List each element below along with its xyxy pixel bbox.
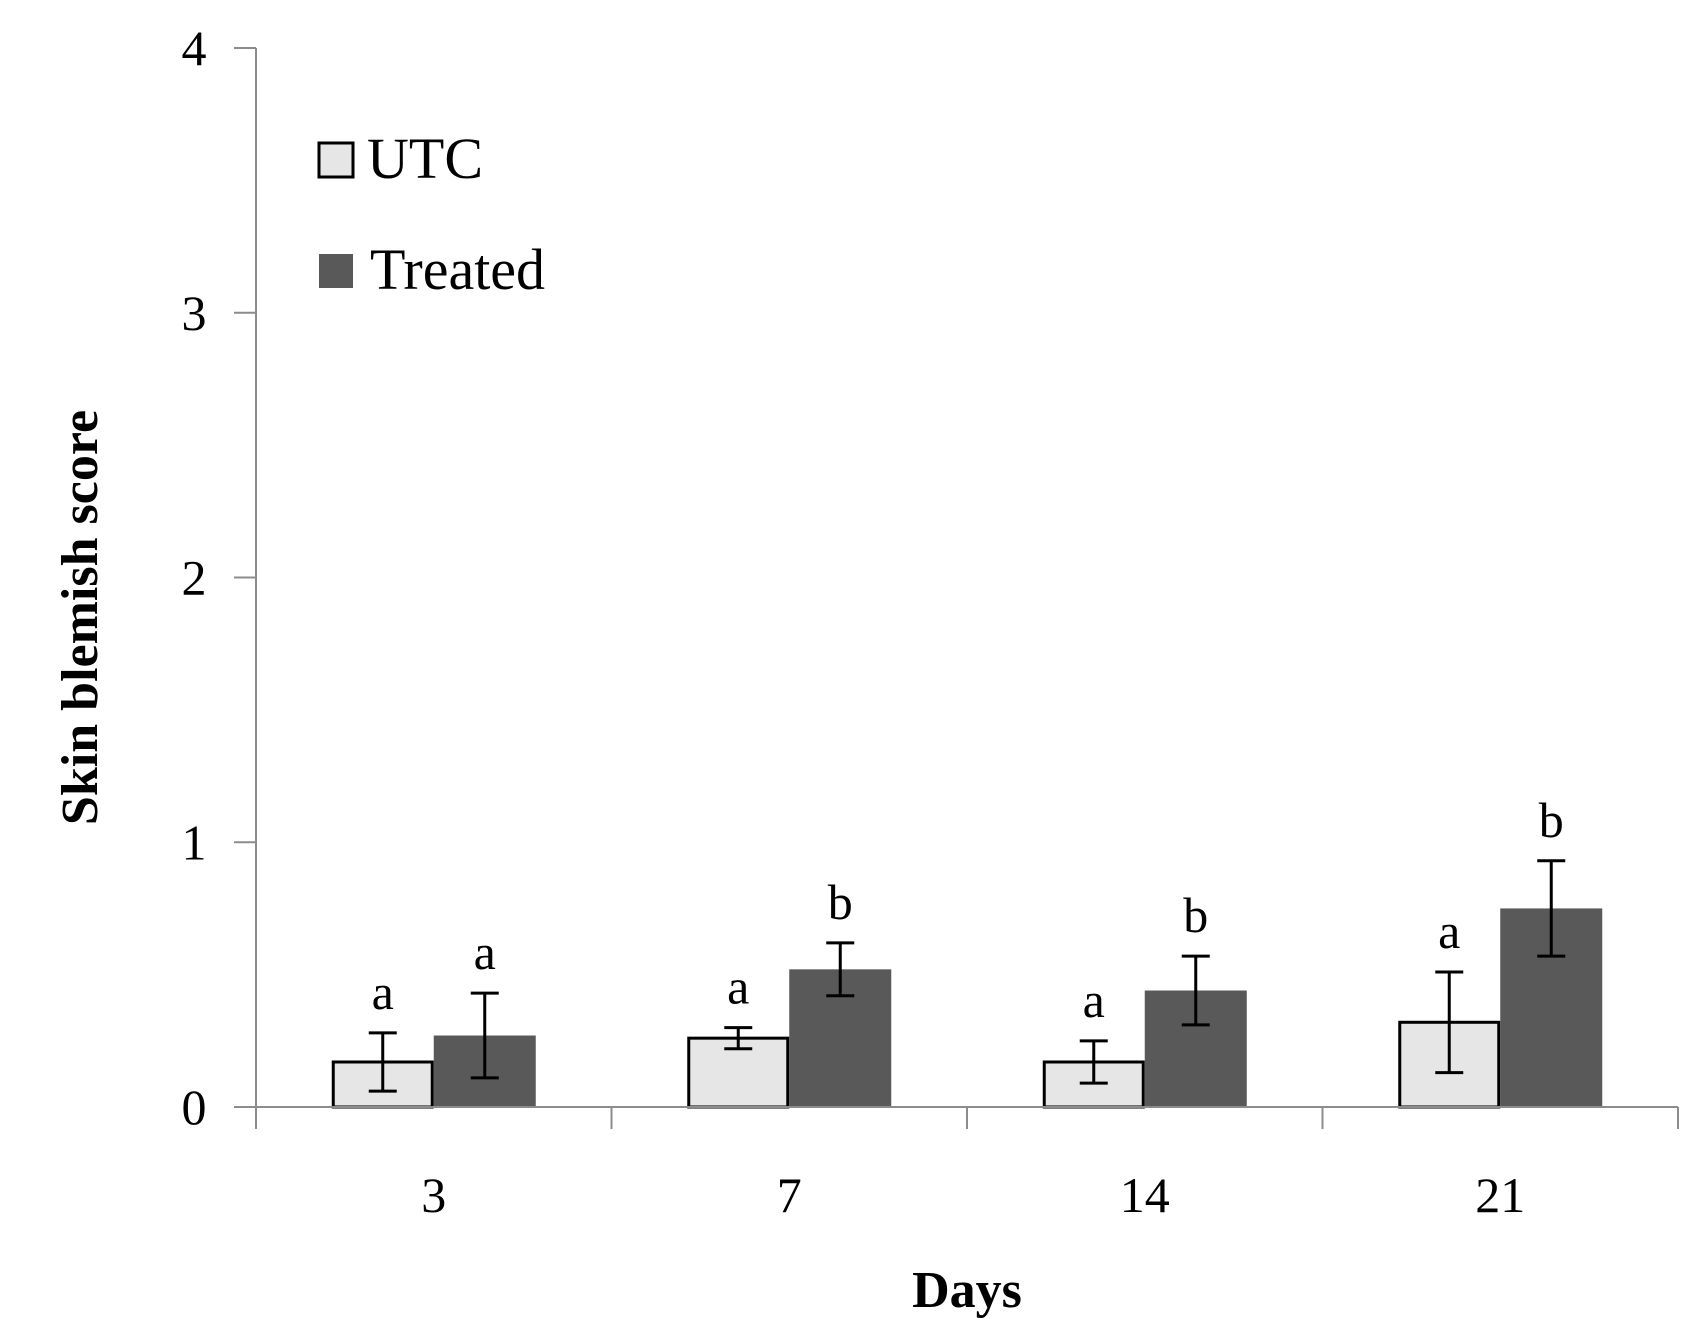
significance-letter: a [1083, 972, 1105, 1028]
x-tick-label: 3 [421, 1167, 446, 1223]
x-tick-label: 14 [1120, 1167, 1170, 1223]
y-tick-label: 1 [182, 814, 207, 870]
significance-letter: a [372, 964, 394, 1020]
x-tick-label: 21 [1475, 1167, 1525, 1223]
significance-letter: b [1183, 887, 1208, 943]
legend-label-utc: UTC [367, 126, 483, 191]
y-axis-title: Skin blemish score [52, 410, 109, 825]
plot-area: a a a b a b a b [331, 792, 1603, 1109]
axes [255, 48, 1678, 1108]
x-tick-label: 7 [777, 1167, 802, 1223]
legend-label-treated: Treated [370, 237, 545, 302]
y-tick-label: 3 [182, 285, 207, 341]
legend-swatch-utc [317, 141, 355, 179]
significance-letter: b [1539, 792, 1564, 848]
x-axis-ticks: 3 7 14 21 [255, 1107, 1679, 1223]
significance-letter: a [474, 924, 496, 980]
legend: UTC Treated [317, 126, 545, 302]
legend-swatch-treated [319, 254, 353, 288]
significance-letter: b [828, 874, 853, 930]
significance-letter: a [1438, 903, 1460, 959]
y-tick-label: 4 [182, 20, 207, 76]
y-tick-label: 0 [182, 1079, 207, 1135]
significance-letter: a [727, 959, 749, 1015]
y-axis-ticks: 0 1 2 3 4 [182, 20, 256, 1135]
y-tick-label: 2 [182, 550, 207, 606]
x-axis-title: Days [912, 1262, 1022, 1319]
